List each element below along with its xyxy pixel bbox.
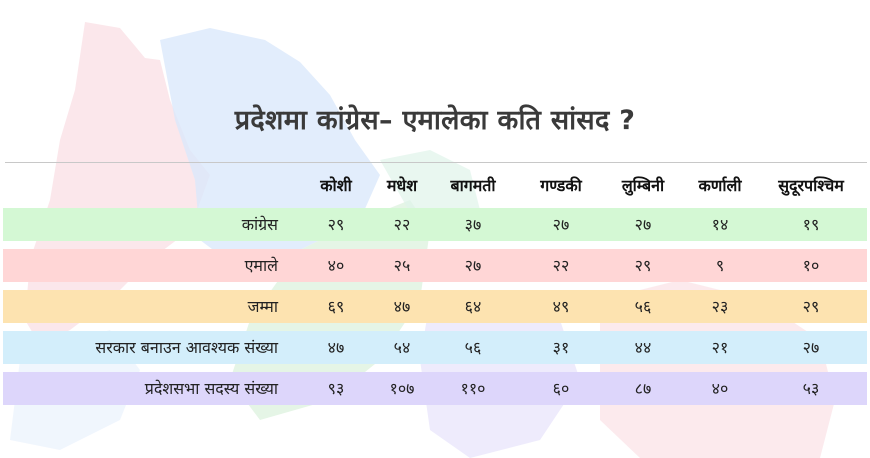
cell-madhesh: ५४: [393, 338, 411, 357]
cell-gandaki: ६०: [552, 379, 570, 398]
cell-koshi: ६९: [327, 297, 345, 316]
cell-madhesh: १०७: [389, 379, 415, 398]
column-header-koshi: कोशी: [320, 176, 352, 195]
cell-karnali: ९: [715, 256, 725, 275]
map-region-koshi: [600, 280, 835, 458]
title-divider: [5, 162, 867, 163]
cell-gandaki: ४९: [552, 297, 570, 316]
cell-bagmati: ६४: [464, 297, 482, 316]
table-row-congress: कांग्रेस २९ २२ ३७ २७ २७ १४ १९: [3, 208, 867, 241]
row-label: सरकार बनाउन आवश्यक संख्या: [95, 338, 278, 357]
cell-karnali: २३: [711, 297, 729, 316]
cell-koshi: २९: [327, 215, 345, 234]
table-row-uml: एमाले ४० २५ २७ २२ २९ ९ १०: [3, 249, 867, 282]
cell-lumbini: ४४: [634, 338, 652, 357]
page-title: प्रदेशमा कांग्रेस– एमालेका कति सांसद ?: [234, 105, 636, 136]
row-label: कांग्रेस: [241, 215, 278, 234]
column-header-sudurpashchim: सुदूरपश्चिम: [778, 176, 844, 195]
cell-sudurpashchim: २९: [802, 297, 820, 316]
cell-bagmati: ३७: [464, 215, 482, 234]
column-header-madhesh: मधेश: [386, 176, 418, 195]
cell-madhesh: २२: [393, 215, 411, 234]
column-header-gandaki: गण्डकी: [540, 176, 582, 195]
cell-gandaki: ३१: [552, 338, 570, 357]
row-label: जम्मा: [247, 297, 278, 316]
cell-bagmati: ११०: [460, 379, 486, 398]
cell-sudurpashchim: ५३: [802, 379, 820, 398]
cell-bagmati: २७: [464, 256, 482, 275]
cell-gandaki: २७: [552, 215, 570, 234]
cell-sudurpashchim: १९: [802, 215, 820, 234]
cell-bagmati: ५६: [464, 338, 482, 357]
table-row-required-majority: सरकार बनाउन आवश्यक संख्या ४७ ५४ ५६ ३१ ४४…: [3, 331, 867, 364]
cell-karnali: २१: [711, 338, 729, 357]
cell-koshi: ४०: [327, 256, 345, 275]
cell-gandaki: २२: [552, 256, 570, 275]
cell-lumbini: २९: [634, 256, 652, 275]
row-label: एमाले: [244, 256, 278, 275]
cell-madhesh: ४७: [393, 297, 411, 316]
cell-lumbini: ८७: [634, 379, 652, 398]
table-row-assembly-members: प्रदेशसभा सदस्य संख्या ९३ १०७ ११० ६० ८७ …: [3, 372, 867, 405]
table-row-total: जम्मा ६९ ४७ ६४ ४९ ५६ २३ २९: [3, 290, 867, 323]
row-label: प्रदेशसभा सदस्य संख्या: [144, 379, 278, 398]
column-header-karnali: कर्णाली: [698, 176, 742, 195]
cell-madhesh: २५: [393, 256, 411, 275]
cell-sudurpashchim: १०: [802, 256, 820, 275]
cell-koshi: ९३: [327, 379, 345, 398]
column-header-bagmati: बागमती: [450, 176, 496, 195]
cell-lumbini: ५६: [634, 297, 652, 316]
cell-karnali: ४०: [711, 379, 729, 398]
cell-karnali: १४: [711, 215, 729, 234]
column-header-lumbini: लुम्बिनी: [621, 176, 665, 195]
cell-sudurpashchim: २७: [802, 338, 820, 357]
cell-lumbini: २७: [634, 215, 652, 234]
cell-koshi: ४७: [327, 338, 345, 357]
